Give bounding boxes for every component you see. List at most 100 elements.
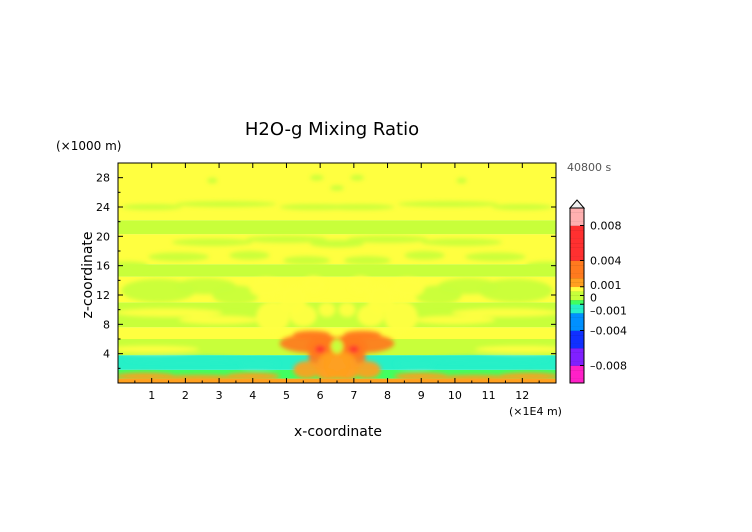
field-feature-5b xyxy=(348,275,373,294)
colorbar-step xyxy=(570,295,584,301)
colorbar-step xyxy=(570,269,584,274)
field-feature-10a xyxy=(318,302,336,317)
field-feature-26a xyxy=(239,358,280,370)
y-tick-label: 8 xyxy=(103,318,110,331)
colorbar-step xyxy=(570,356,584,362)
colorbar-step xyxy=(570,234,584,239)
x-tick-label: 5 xyxy=(283,389,290,402)
colorbar-step xyxy=(570,365,584,371)
core-lobe-7a xyxy=(316,368,337,381)
colorbar-step xyxy=(570,330,584,336)
colorbar-step xyxy=(570,291,584,296)
field-feature-17a xyxy=(121,204,183,210)
x-axis-ticks: 1 2 3 4 5 6 7 8 9 10 11 12 xyxy=(134,163,540,402)
colorbar-step xyxy=(570,260,584,266)
colorbar-step xyxy=(570,299,584,305)
field-feature-22a xyxy=(310,174,324,181)
field-feature-12b xyxy=(404,251,445,260)
field-feature-25a xyxy=(124,356,247,363)
colorbar-step xyxy=(570,352,584,358)
core-anomaly xyxy=(279,330,395,381)
field-feature-23b xyxy=(525,261,556,271)
field-feature-29b xyxy=(394,372,449,381)
x-tick-label: 1 xyxy=(148,389,155,402)
colorbar-step xyxy=(570,247,584,253)
y-tick-label: 4 xyxy=(103,348,110,361)
field-feature-25b xyxy=(427,356,550,363)
core-gap xyxy=(331,339,343,354)
colorbar xyxy=(568,199,586,384)
colorbar-step xyxy=(570,282,584,288)
x-tick-label: 3 xyxy=(216,389,223,402)
field-feature-9a xyxy=(289,304,317,327)
colorbar-step xyxy=(570,343,584,349)
x-tick-label: 6 xyxy=(317,389,324,402)
core-lobe-6b xyxy=(348,345,359,353)
field-feature-22b xyxy=(350,174,364,181)
field-feature-26b xyxy=(394,358,435,370)
field-feature-21b xyxy=(330,185,344,191)
field-feature-9b xyxy=(357,304,385,327)
colorbar-step xyxy=(570,243,584,248)
colorbar-step xyxy=(570,251,584,257)
field-feature-24a xyxy=(118,345,199,353)
colorbar-step xyxy=(570,374,584,379)
colorbar-tick-label: 0.008 xyxy=(590,220,622,233)
colorbar-tick-label: –0.001 xyxy=(590,304,627,317)
colorbar-step xyxy=(570,313,584,318)
colorbar-step xyxy=(570,229,584,235)
field-band-10 xyxy=(118,163,556,221)
field-feature-3b xyxy=(390,277,425,298)
field-feature-8a xyxy=(256,300,290,334)
colorbar-step xyxy=(570,286,584,292)
plot-field xyxy=(118,163,556,383)
x-tick-label: 12 xyxy=(515,389,529,402)
field-feature-18b xyxy=(397,201,499,207)
colorbar-step xyxy=(570,339,584,344)
field-feature-7a xyxy=(178,315,260,325)
field-feature-13a xyxy=(283,256,331,265)
field-feature-7b xyxy=(414,315,496,325)
colorbar-step xyxy=(570,321,584,327)
colorbar-step xyxy=(570,208,584,213)
colorbar-step xyxy=(570,378,584,384)
y-tick-label: 24 xyxy=(96,201,110,214)
chart-title: H2O-g Mixing Ratio xyxy=(245,119,419,140)
colorbar-step xyxy=(570,238,584,244)
field-feature-15b xyxy=(347,235,428,243)
field-feature-6a xyxy=(118,308,223,317)
colorbar-step xyxy=(570,216,584,222)
colorbar-step xyxy=(570,221,584,226)
field-feature-13b xyxy=(343,256,391,265)
colorbar-step xyxy=(570,278,584,283)
core-lobe-3b xyxy=(343,330,381,339)
field-feature-3a xyxy=(249,277,284,298)
colorbar-step xyxy=(570,326,584,331)
x-tick-label: 11 xyxy=(482,389,496,402)
field-feature-19b xyxy=(326,204,395,210)
field-feature-14b xyxy=(421,238,503,246)
field-feature-24b xyxy=(475,345,556,353)
x-tick-label: 9 xyxy=(418,389,425,402)
field-band-4 xyxy=(118,327,556,339)
field-band-7 xyxy=(118,264,556,277)
colorbar-step xyxy=(570,212,584,218)
field-feature-2a xyxy=(212,285,260,305)
x-tick-label: 2 xyxy=(182,389,189,402)
field-feature-11b xyxy=(465,252,526,262)
field-feature-20a xyxy=(207,177,218,184)
field-feature-11a xyxy=(148,252,209,262)
field-band-9 xyxy=(118,220,556,235)
x-tick-label: 10 xyxy=(448,389,462,402)
colorbar-tick-label: 0.001 xyxy=(590,279,622,292)
colorbar-tick-label: –0.008 xyxy=(590,360,627,373)
colorbar-step xyxy=(570,264,584,270)
field-feature-10b xyxy=(338,302,356,317)
field-feature-16b xyxy=(310,240,364,248)
colorbar-step xyxy=(570,225,584,231)
field-feature-14a xyxy=(171,238,253,246)
colorbar-step xyxy=(570,308,584,314)
x-axis-label: x-coordinate xyxy=(294,424,382,440)
